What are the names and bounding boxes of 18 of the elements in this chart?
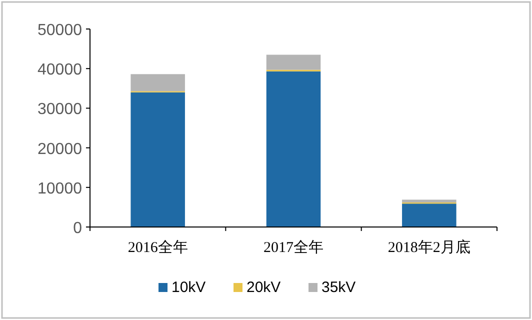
y-tick-label: 0 (73, 220, 82, 237)
y-tick-label: 10000 (38, 180, 82, 198)
bar (266, 71, 321, 227)
y-tick-label: 50000 (38, 22, 82, 39)
y-tick-label: 40000 (38, 62, 82, 79)
x-tick-label: 2016全年 (128, 239, 188, 256)
legend-label: 20kV (246, 279, 281, 296)
legend-label: 35kV (322, 279, 356, 296)
y-tick-label: 20000 (38, 140, 82, 158)
bar (130, 74, 185, 92)
x-tick-label: 2018年2月底 (388, 239, 470, 256)
bar (402, 204, 456, 227)
bar (402, 200, 456, 202)
legend-label: 10kV (172, 279, 206, 296)
y-tick-label: 30000 (38, 101, 82, 118)
bar (266, 54, 321, 70)
bar (130, 92, 185, 227)
x-tick-label: 2017全年 (264, 239, 324, 256)
